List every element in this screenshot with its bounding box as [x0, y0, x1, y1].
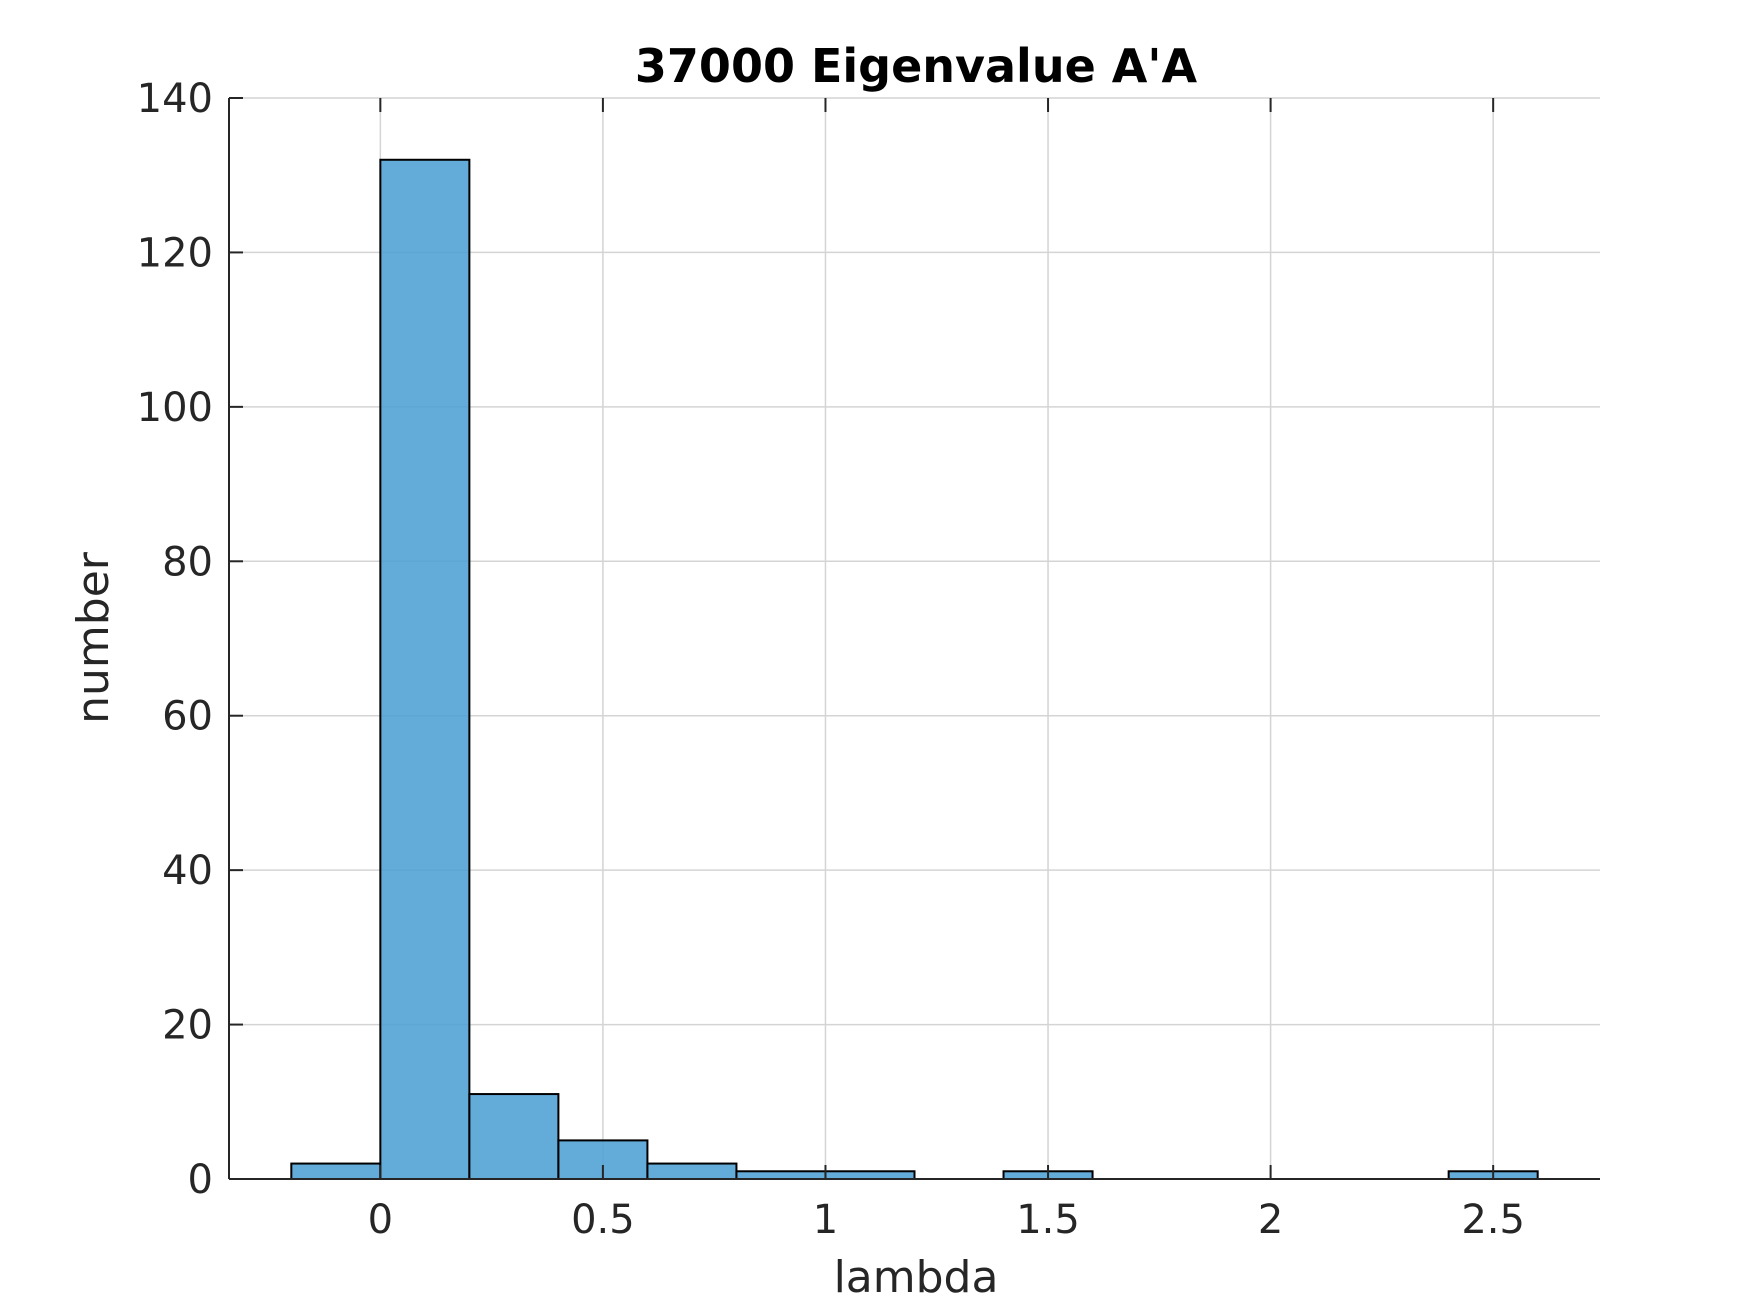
- y-axis-label: number: [68, 551, 119, 724]
- axes: [228, 98, 1600, 1180]
- x-tick-label: 0: [368, 1197, 393, 1243]
- histogram-bar: [735, 1170, 827, 1180]
- x-tick-label: 1: [813, 1197, 838, 1243]
- x-tick-label: 2: [1258, 1197, 1283, 1243]
- histogram-bar: [468, 1093, 560, 1181]
- bars: [290, 158, 1539, 1181]
- histogram-bar: [379, 158, 471, 1180]
- y-tick-label: 60: [162, 694, 213, 740]
- histogram-bar: [290, 1162, 382, 1180]
- y-tick-label: 0: [188, 1157, 213, 1203]
- ticks: 0 0.5 1 1.5 2 2.5 0 20 40 60 80 100 120 140: [137, 76, 1525, 1243]
- y-tick-label: 120: [137, 230, 213, 276]
- chart-title: 37000 Eigenvalue A'A: [635, 39, 1198, 93]
- x-tick-label: 0.5: [571, 1197, 635, 1243]
- y-tick-label: 80: [162, 539, 213, 585]
- y-tick-label: 20: [162, 1003, 213, 1049]
- histogram-bar: [824, 1170, 916, 1180]
- x-tick-label: 1.5: [1016, 1197, 1080, 1243]
- y-tick-label: 140: [137, 76, 213, 122]
- y-tick-label: 100: [137, 385, 213, 431]
- y-tick-label: 40: [162, 848, 213, 894]
- x-tick-label: 2.5: [1461, 1197, 1525, 1243]
- x-axis-label: lambda: [834, 1252, 999, 1303]
- histogram-bar: [646, 1162, 738, 1180]
